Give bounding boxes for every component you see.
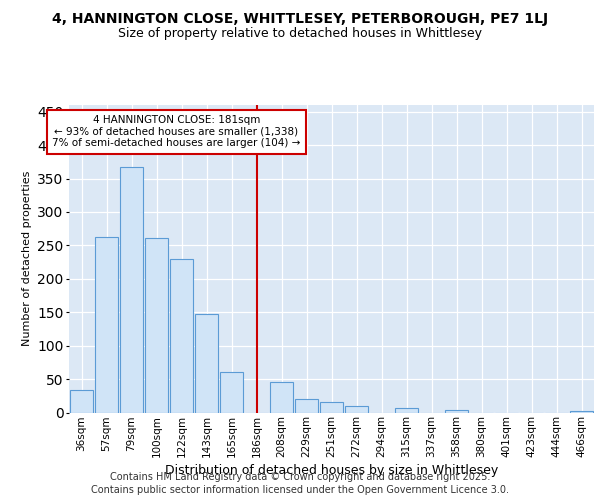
Bar: [145, 238, 169, 412]
Bar: [295, 399, 319, 412]
Bar: [344, 406, 368, 412]
Bar: [269, 382, 293, 412]
Bar: [395, 408, 418, 412]
Text: 4, HANNINGTON CLOSE, WHITTLESEY, PETERBOROUGH, PE7 1LJ: 4, HANNINGTON CLOSE, WHITTLESEY, PETERBO…: [52, 12, 548, 26]
Bar: [569, 411, 593, 412]
Bar: [95, 238, 118, 412]
Bar: [445, 410, 469, 412]
Text: Contains HM Land Registry data © Crown copyright and database right 2025.: Contains HM Land Registry data © Crown c…: [110, 472, 490, 482]
Bar: [119, 166, 143, 412]
Bar: [220, 372, 244, 412]
Bar: [70, 390, 94, 412]
Text: 4 HANNINGTON CLOSE: 181sqm
← 93% of detached houses are smaller (1,338)
7% of se: 4 HANNINGTON CLOSE: 181sqm ← 93% of deta…: [52, 115, 301, 148]
Y-axis label: Number of detached properties: Number of detached properties: [22, 171, 32, 346]
Bar: [170, 260, 193, 412]
Text: Size of property relative to detached houses in Whittlesey: Size of property relative to detached ho…: [118, 28, 482, 40]
Bar: [320, 402, 343, 412]
X-axis label: Distribution of detached houses by size in Whittlesey: Distribution of detached houses by size …: [165, 464, 498, 477]
Bar: [194, 314, 218, 412]
Text: Contains public sector information licensed under the Open Government Licence 3.: Contains public sector information licen…: [91, 485, 509, 495]
